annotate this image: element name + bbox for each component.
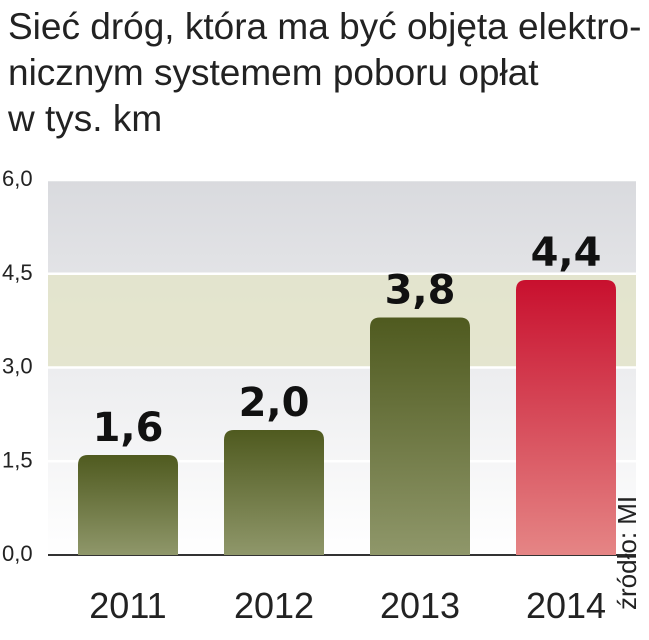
chart-title: Sieć dróg, która ma być objęta elektro- …	[8, 4, 644, 142]
y-tick-label: 1,5	[2, 447, 33, 472]
x-tick-label: 2011	[89, 585, 166, 626]
x-tick-label: 2012	[234, 585, 314, 626]
y-tick-label: 6,0	[2, 166, 33, 191]
y-tick-label: 4,5	[2, 260, 33, 285]
y-tick-label: 3,0	[2, 354, 33, 379]
bar	[224, 430, 324, 555]
x-axis: 2011 2012 2013 2014	[89, 585, 606, 626]
bar-value-label: 3,8	[385, 268, 456, 314]
bar-value-label: 4,4	[531, 230, 602, 276]
bar-value-label: 1,6	[93, 405, 164, 451]
bar	[516, 280, 616, 555]
y-tick-label: 0,0	[2, 541, 33, 566]
source-note: źródło: MI	[612, 495, 642, 610]
title-line-3: w tys. km	[8, 98, 163, 139]
title-line-1: Sieć dróg, która ma być objęta elektro-	[8, 6, 642, 47]
bar	[370, 317, 470, 555]
title-line-2: nicznym systemem poboru opłat	[8, 52, 539, 93]
bar-value-label: 2,0	[239, 380, 310, 426]
bar	[78, 455, 178, 555]
x-tick-label: 2013	[380, 585, 460, 626]
y-axis: 0,0 1,5 3,0 4,5 6,0	[2, 166, 33, 566]
bars: 1,6 2,0 3,8 4,4	[78, 230, 616, 555]
x-tick-label: 2014	[526, 585, 606, 626]
